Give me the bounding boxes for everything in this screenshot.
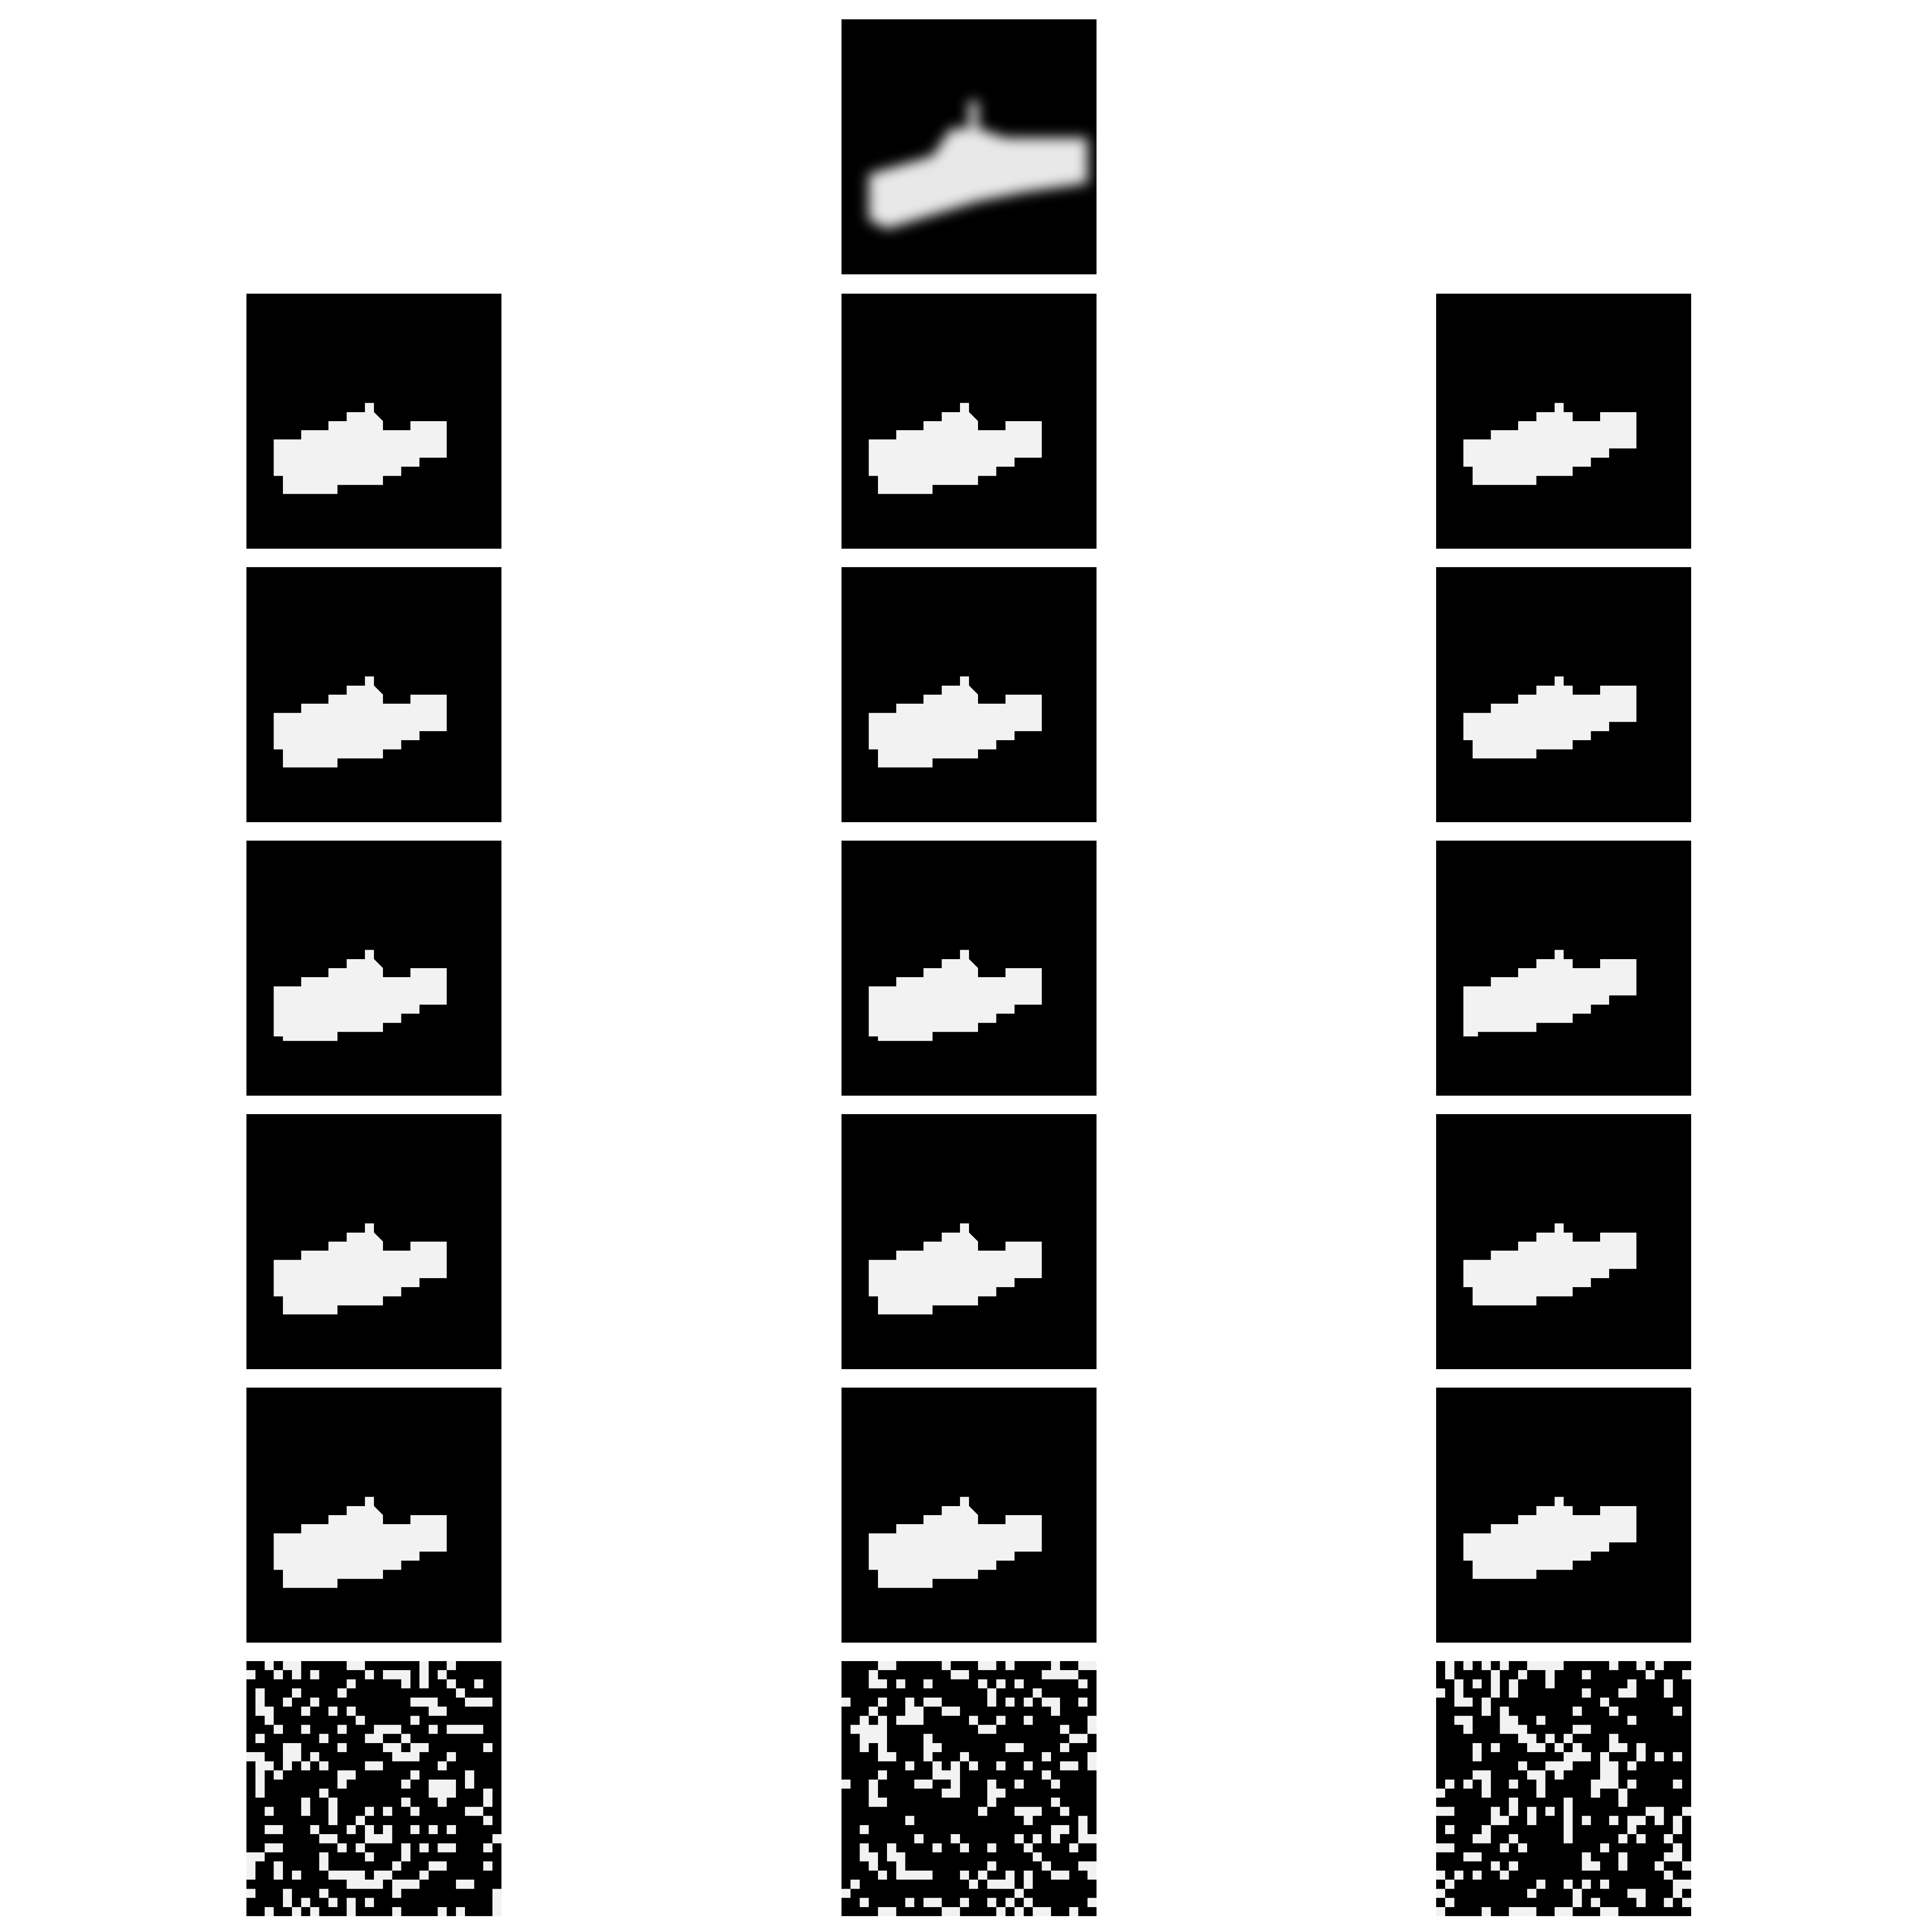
grid-panel-r6-c2: [841, 1661, 1097, 1916]
grid-panel-r2-c1: [246, 567, 501, 822]
shape-silhouette: [1463, 950, 1637, 1032]
grid-panel-r3-c3: [1436, 841, 1691, 1096]
grid-panel-r1-c2: [841, 294, 1097, 549]
shape-silhouette: [869, 1223, 1042, 1315]
grid-panel-r6-c3: [1436, 1661, 1691, 1916]
grid-panel-r5-c3: [1436, 1388, 1691, 1643]
shape-silhouette: [869, 1497, 1042, 1588]
shape-silhouette: [869, 676, 1042, 768]
shape-silhouette: [273, 950, 447, 1041]
shape-silhouette: [1463, 1223, 1637, 1306]
shape-silhouette: [1463, 403, 1637, 485]
shape-silhouette: [869, 403, 1042, 494]
top-reconstruction-image: [841, 19, 1097, 274]
blurred-silhouette: [869, 101, 1088, 229]
grid-panel-r4-c3: [1436, 1114, 1691, 1369]
shape-silhouette: [1463, 676, 1637, 759]
grid-panel-r3-c2: [841, 841, 1097, 1096]
grid-panel-r5-c1: [246, 1388, 501, 1643]
grid-panel-r4-c1: [246, 1114, 501, 1369]
grid-panel-r1-c3: [1436, 294, 1691, 549]
grid-panel-r3-c1: [246, 841, 501, 1096]
shape-silhouette: [1463, 1497, 1637, 1579]
grid-panel-r4-c2: [841, 1114, 1097, 1369]
grid-panel-r1-c1: [246, 294, 501, 549]
shape-silhouette: [273, 1497, 447, 1588]
grid-panel-r2-c3: [1436, 567, 1691, 822]
shape-silhouette: [273, 676, 447, 768]
grid-panel-r2-c2: [841, 567, 1097, 822]
vertical-bar-mark: [273, 986, 289, 1037]
shape-silhouette: [273, 1223, 447, 1315]
grid-panel-r6-c1: [246, 1661, 501, 1916]
grid-panel-r5-c2: [841, 1388, 1097, 1643]
vertical-bar-mark: [1463, 986, 1478, 1037]
vertical-bar-mark: [869, 986, 884, 1037]
shape-silhouette: [273, 403, 447, 494]
shape-silhouette: [869, 950, 1042, 1041]
